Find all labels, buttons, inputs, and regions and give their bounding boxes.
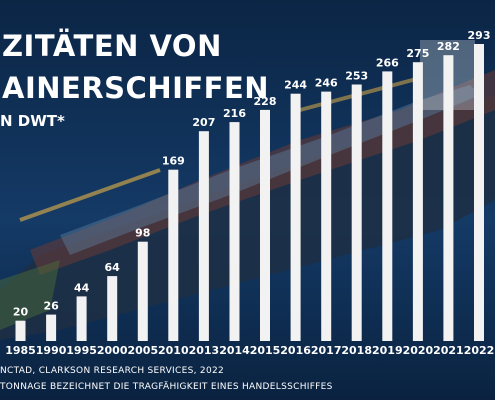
category-label-2017: 2017 [311, 344, 342, 357]
bar-1985 [15, 320, 26, 341]
category-label-2013: 2013 [189, 344, 220, 357]
value-label-2013: 207 [192, 116, 215, 129]
bar-2005 [137, 241, 148, 341]
value-label-2021: 282 [437, 40, 460, 53]
footnote: TONNAGE BEZEICHNET DIE TRAGFÄHIGKEIT EIN… [0, 382, 333, 392]
value-label-2020: 275 [406, 47, 429, 60]
bar-2015 [260, 109, 270, 342]
value-label-1990: 26 [43, 300, 59, 313]
bar-2020 [412, 62, 423, 341]
category-label-2000: 2000 [97, 344, 128, 357]
category-label-2014: 2014 [219, 344, 250, 357]
value-label-2005: 98 [135, 227, 150, 240]
value-label-2019: 266 [376, 56, 399, 69]
value-label-2022: 293 [468, 29, 491, 42]
unit-label: N DWT* [0, 112, 65, 130]
category-label-1995: 1995 [66, 344, 97, 357]
source-note: NCTAD, CLARKSON RESEARCH SERVICES, 2022 [0, 366, 225, 376]
value-label-2018: 253 [345, 70, 368, 83]
category-label-2016: 2016 [280, 344, 311, 357]
category-label-2010: 2010 [158, 344, 189, 357]
bar-2021 [443, 55, 454, 341]
bar-2014 [229, 122, 240, 341]
value-label-2000: 64 [105, 261, 121, 274]
value-label-1985: 20 [13, 306, 29, 319]
chart-title-line-1: ZITÄTEN VON [2, 29, 222, 63]
category-label-2015: 2015 [250, 344, 281, 357]
bar-2013 [198, 131, 209, 341]
bar-2016 [290, 93, 301, 341]
bar-2010 [168, 169, 179, 341]
bar-2018 [351, 84, 362, 341]
category-label-2019: 2019 [372, 344, 403, 357]
category-label-1985: 1985 [5, 344, 36, 357]
chart-title-line-2: AINERSCHIFFEN [2, 71, 270, 105]
bar-2022 [474, 44, 484, 341]
value-label-2016: 244 [284, 79, 307, 92]
value-label-2017: 246 [315, 77, 338, 90]
ship-crane [19, 168, 161, 222]
bar-2000 [107, 276, 118, 341]
value-label-2010: 169 [162, 155, 185, 168]
category-label-2020: 2020 [403, 344, 434, 357]
bar-2019 [382, 71, 393, 342]
category-label-2022: 2022 [464, 344, 495, 357]
bar-1990 [46, 314, 57, 341]
category-label-2018: 2018 [341, 344, 372, 357]
value-label-2015: 228 [254, 95, 277, 108]
bar-1995 [76, 296, 87, 341]
value-label-1995: 44 [74, 281, 90, 294]
ship-bow [0, 260, 60, 330]
bar-2017 [321, 91, 332, 341]
category-label-2021: 2021 [433, 344, 464, 357]
category-label-1990: 1990 [36, 344, 67, 357]
value-label-2014: 216 [223, 107, 246, 120]
category-label-2005: 2005 [127, 344, 158, 357]
